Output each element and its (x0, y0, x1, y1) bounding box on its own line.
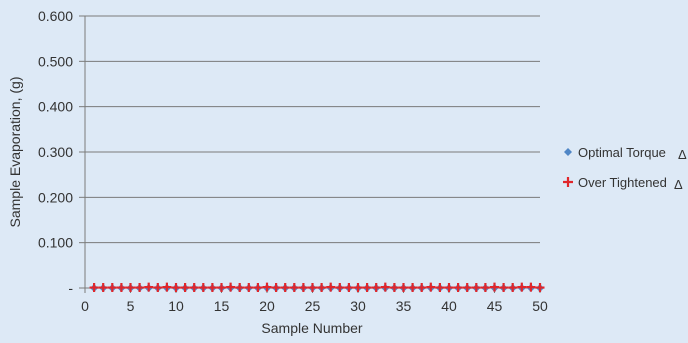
x-tick-label: 0 (81, 298, 89, 314)
legend-suffix-optimal-torque: Δ (678, 147, 687, 162)
over-tightened-point (262, 282, 272, 292)
over-tightened-point (426, 282, 436, 292)
over-tightened-point (353, 283, 363, 293)
legend-item-optimal-torque: Optimal Torque Δ (564, 145, 687, 162)
over-tightened-point (298, 283, 308, 293)
legend-label-optimal-torque: Optimal Torque (578, 145, 666, 160)
over-tightened-point (453, 283, 463, 293)
x-tick-label: 45 (487, 298, 503, 314)
over-tightened-point (399, 283, 408, 293)
over-tightened-point (471, 283, 481, 293)
over-tightened-point (217, 283, 226, 293)
over-tightened-point (144, 282, 154, 292)
y-tick-label: - (68, 280, 73, 296)
legend: Optimal Torque Δ Over Tightened Δ (563, 145, 687, 192)
over-tightened-point (107, 283, 117, 293)
x-tick-labels: 0 5 10 15 20 25 30 35 40 45 50 (81, 298, 548, 314)
over-tightened-point (499, 283, 509, 293)
over-tightened-point (362, 283, 372, 293)
data-points (89, 282, 545, 293)
x-tick-label: 10 (168, 298, 184, 314)
legend-plus-marker (563, 177, 573, 187)
over-tightened-point (180, 283, 190, 293)
over-tightened-point (280, 283, 290, 293)
over-tightened-point (289, 283, 299, 293)
over-tightened-point (335, 283, 345, 293)
legend-suffix-over-tightened: Δ (674, 177, 683, 192)
over-tightened-point (153, 283, 163, 293)
x-tick-label: 40 (441, 298, 457, 314)
over-tightened-point (490, 282, 499, 292)
over-tightened-point (344, 283, 354, 293)
over-tightened-point (462, 283, 472, 293)
over-tightened-point (417, 283, 427, 293)
over-tightened-point (271, 283, 281, 293)
x-tick-label: 20 (259, 298, 275, 314)
y-tick-label: 0.400 (38, 99, 73, 115)
x-tick-label: 15 (214, 298, 230, 314)
x-tick-label: 25 (305, 298, 321, 314)
y-tick-label: 0.200 (38, 189, 73, 205)
over-tightened-point (508, 283, 518, 293)
over-tightened-point (526, 282, 536, 292)
over-tightened-point (162, 282, 172, 292)
y-tick-label: 0.100 (38, 235, 73, 251)
over-tightened-point (308, 283, 317, 293)
over-tightened-point (326, 282, 336, 292)
over-tightened-point (189, 283, 199, 293)
over-tightened-point (171, 283, 181, 293)
over-tightened-point (253, 283, 263, 293)
legend-item-over-tightened: Over Tightened Δ (563, 175, 683, 192)
over-tightened-point (207, 283, 217, 293)
over-tightened-point (380, 282, 390, 292)
gridlines (79, 15, 541, 293)
y-tick-label: 0.500 (38, 53, 73, 69)
over-tightened-point (517, 282, 527, 292)
x-tick-label: 50 (532, 298, 548, 314)
over-tightened-point (535, 283, 545, 293)
over-tightened-point (98, 283, 108, 293)
y-axis-label: Sample Evaporation, (g) (7, 77, 23, 228)
y-tick-label: 0.600 (38, 8, 73, 24)
legend-diamond-marker (564, 148, 572, 156)
over-tightened-point (135, 283, 145, 293)
over-tightened-point (435, 283, 445, 293)
over-tightened-point (126, 283, 135, 293)
over-tightened-point (244, 283, 254, 293)
over-tightened-point (389, 283, 399, 293)
over-tightened-point (371, 283, 381, 293)
over-tightened-point (444, 283, 454, 293)
over-tightened-point (480, 283, 490, 293)
over-tightened-point (317, 283, 327, 293)
over-tightened-point (198, 283, 208, 293)
over-tightened-point (116, 283, 126, 293)
legend-label-over-tightened: Over Tightened (578, 175, 667, 190)
y-tick-labels: - 0.100 0.200 0.300 0.400 0.500 0.600 (38, 8, 73, 296)
x-tick-label: 35 (396, 298, 412, 314)
x-tick-label: 30 (350, 298, 366, 314)
y-tick-label: 0.300 (38, 144, 73, 160)
over-tightened-point (89, 283, 99, 293)
over-tightened-point (235, 283, 245, 293)
x-axis-label: Sample Number (261, 320, 362, 336)
x-tick-label: 5 (127, 298, 135, 314)
over-tightened-point (226, 282, 236, 292)
over-tightened-point (408, 283, 418, 293)
